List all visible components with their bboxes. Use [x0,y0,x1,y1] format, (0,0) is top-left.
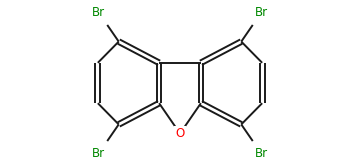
Text: Br: Br [255,6,268,19]
Text: O: O [175,127,185,140]
Text: Br: Br [92,147,105,160]
Text: Br: Br [92,6,105,19]
Text: Br: Br [255,147,268,160]
